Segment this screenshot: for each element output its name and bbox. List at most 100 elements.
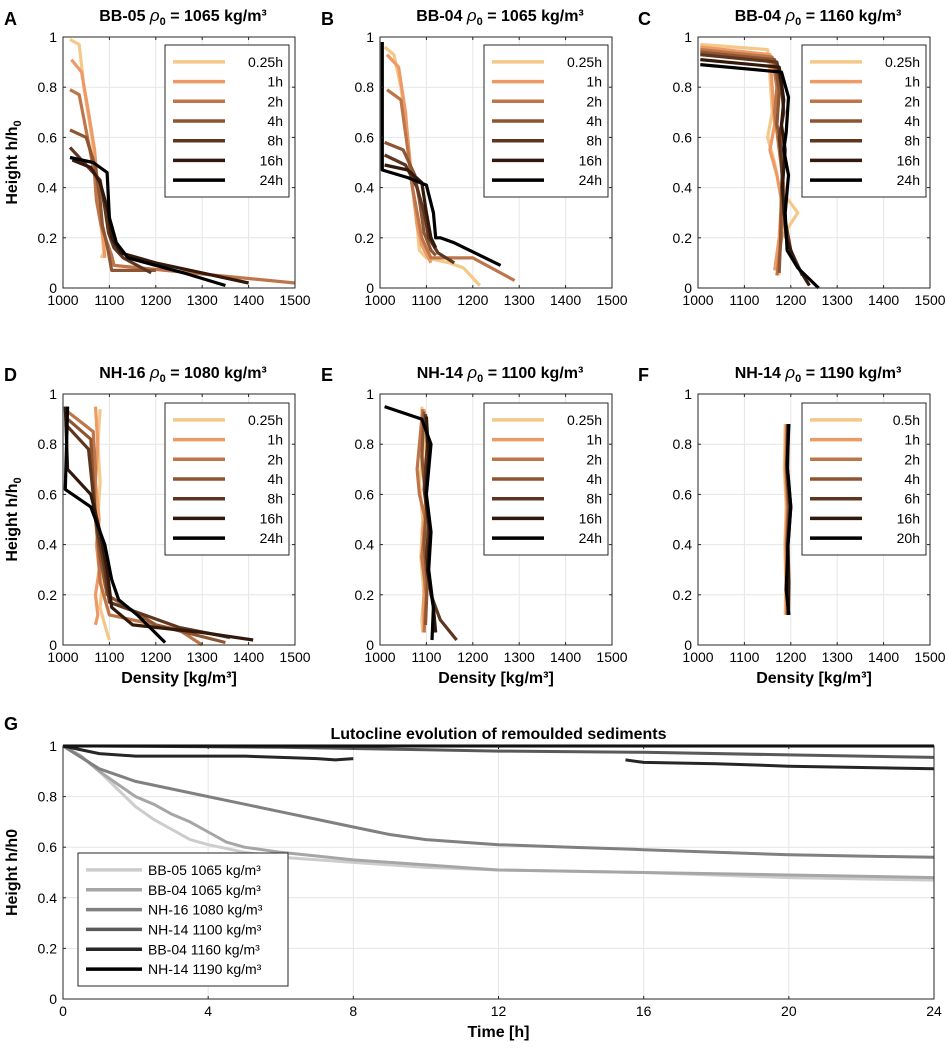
- title-sample: NH-14: [735, 365, 786, 382]
- chart-title: NH-16 ρ0 = 1080 kg/m³: [99, 363, 267, 385]
- panel-label: E: [321, 365, 333, 385]
- legend: 0.5h 1h 2h 4h 6h 16h 20h: [801, 402, 927, 556]
- x-tick-label: 0: [59, 1003, 67, 1019]
- title-rho: ρ: [149, 363, 160, 382]
- legend-label: 2h: [586, 93, 602, 109]
- legend-label: 16h: [579, 152, 602, 168]
- y-axis-label-main: Height h/h: [4, 483, 21, 561]
- legend-label: 4h: [904, 471, 920, 487]
- x-tick-label: 1000: [364, 292, 395, 308]
- legend-label: 20h: [897, 530, 920, 546]
- panel-label: C: [638, 9, 651, 29]
- series-group: [380, 42, 516, 287]
- y-tick-label: 0.4: [673, 537, 693, 553]
- title-rho: ρ: [466, 6, 477, 25]
- panel-label: F: [638, 365, 649, 385]
- legend-label: BB-05 1065 kg/m³: [148, 862, 261, 878]
- title-rho: ρ: [149, 6, 160, 25]
- series-group: [700, 42, 820, 290]
- axes-box: [379, 36, 613, 289]
- legend-label: 4h: [267, 113, 283, 129]
- legend-label: NH-14 1100 kg/m³: [148, 921, 262, 937]
- y-tick-label: 0.2: [355, 230, 375, 246]
- axes-box: [62, 36, 296, 289]
- series-line-2h: [69, 88, 296, 285]
- title-rho: ρ: [466, 363, 477, 382]
- x-tick-label: 1400: [868, 649, 899, 665]
- x-axis-label: Density [kg/m³]: [438, 670, 554, 687]
- title-value: = 1065 kg/m³: [166, 8, 267, 25]
- x-tick-label: 1300: [504, 292, 535, 308]
- x-tick-label: 8: [349, 1003, 357, 1019]
- y-tick-label: 0.6: [355, 129, 375, 145]
- y-tick-label: 0.2: [673, 587, 693, 603]
- x-tick-label: 1400: [868, 292, 899, 308]
- legend-label: 8h: [586, 491, 602, 507]
- series-group: [68, 38, 296, 288]
- legend-label: 2h: [904, 451, 920, 467]
- legend-label: 2h: [586, 451, 602, 467]
- y-tick-label: 0.4: [38, 890, 58, 906]
- y-tick-label: 0.6: [673, 486, 693, 502]
- y-tick-label: 0.8: [673, 436, 693, 452]
- x-tick-label: 1400: [233, 649, 264, 665]
- title-rho-sub: 0: [477, 373, 483, 385]
- legend-label: NH-16 1080 kg/m³: [148, 902, 263, 918]
- legend: 0.25h 1h 2h 4h 8h 16h 24h: [483, 402, 609, 556]
- x-tick-label: 1500: [914, 292, 945, 308]
- x-tick-label: 1000: [682, 292, 713, 308]
- y-tick-label: 0.4: [355, 180, 375, 196]
- y-tick-label: 0: [366, 280, 374, 296]
- title-rho-sub: 0: [160, 373, 166, 385]
- legend-label: 2h: [904, 93, 920, 109]
- y-tick-label: 0: [49, 637, 57, 653]
- title-rho-sub: 0: [795, 373, 801, 385]
- title-rho-sub: 0: [160, 16, 166, 28]
- series-line-24h: [384, 405, 435, 641]
- legend-label: 24h: [260, 530, 283, 546]
- x-tick-label: 1200: [140, 292, 171, 308]
- y-tick-label: 0.4: [673, 180, 693, 196]
- x-tick-label: 1400: [550, 649, 581, 665]
- x-tick-label: 1300: [822, 649, 853, 665]
- y-tick-label: 0.6: [38, 839, 58, 855]
- series-line-8h: [422, 414, 458, 642]
- legend-label: 16h: [897, 510, 920, 526]
- x-tick-label: 1200: [140, 649, 171, 665]
- series-line-16h: [384, 163, 438, 249]
- legend-label: 4h: [904, 113, 920, 129]
- series-line-4h: [420, 411, 429, 625]
- x-tick-label: 1500: [596, 649, 627, 665]
- series-line-24h: [700, 63, 820, 290]
- series-group: [384, 405, 458, 642]
- x-tick-label: 1500: [596, 292, 627, 308]
- x-axis-label: Time [h]: [468, 1024, 530, 1041]
- legend-label: 0.25h: [567, 412, 602, 428]
- legend-label: 0.5h: [893, 412, 920, 428]
- axes-box: [62, 393, 296, 646]
- panel-f: 1000 1100 1200 1300 1400 1500 0 0.2 0.4 0.6 0.8 1 F N…: [638, 363, 946, 687]
- x-tick-label: 16: [636, 1003, 652, 1019]
- y-tick-label: 0.4: [38, 180, 58, 196]
- legend: 0.25h 1h 2h 4h 8h 16h 24h: [483, 44, 609, 198]
- legend: 0.25h 1h 2h 4h 8h 16h 24h: [164, 402, 290, 556]
- legend-label: 16h: [260, 510, 283, 526]
- legend: 0.25h 1h 2h 4h 8h 16h 24h: [801, 44, 927, 198]
- title-rho-sub: 0: [795, 16, 801, 28]
- panel-d: 1000 1100 1200 1300 1400 1500 0 0.2 0.4 0.6 0.8 1 D N…: [4, 363, 311, 687]
- panel-label: G: [4, 714, 18, 734]
- legend-label: 8h: [586, 133, 602, 149]
- y-axis-label: Height h/h0: [4, 120, 24, 204]
- y-axis-label-sub: 0: [12, 120, 24, 126]
- x-tick-label: 1100: [729, 649, 759, 665]
- panel-c: 1000 1100 1200 1300 1400 1500 0 0.2 0.4 0.6 0.8 1 C B…: [638, 6, 946, 308]
- panel-g: 0 4 8 12 16 20 24 0 0.2 0.4 0.6 0.8 1 G Lutocline evol…: [4, 714, 942, 1041]
- series-line-16h: [63, 406, 254, 642]
- series-line-24h: [63, 406, 167, 644]
- series-line-2h: [386, 88, 516, 282]
- panel-e: 1000 1100 1200 1300 1400 1500 0 0.2 0.4 0.6 0.8 1 E N…: [321, 363, 628, 687]
- y-tick-label: 0.2: [38, 940, 58, 956]
- legend-box: [77, 852, 289, 987]
